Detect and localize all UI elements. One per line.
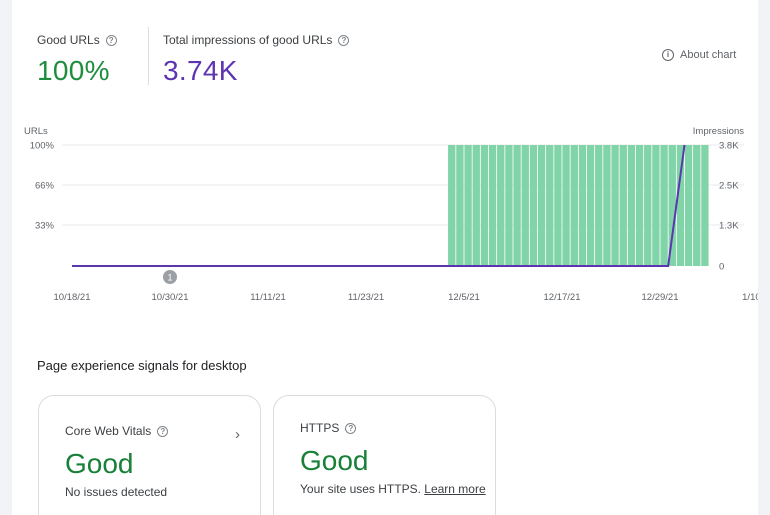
impressions-line [72, 144, 686, 267]
help-icon[interactable]: ? [105, 34, 117, 46]
left-tick-label: 100% [30, 141, 55, 152]
core-web-vitals-description: No issues detected [65, 485, 168, 499]
x-tick-label: 10/18/21 [54, 292, 91, 303]
good-urls-bar [521, 145, 529, 266]
good-urls-metric[interactable]: Good URLs ? 100% [37, 33, 117, 87]
good-urls-bar [668, 145, 676, 266]
good-urls-bar [693, 145, 701, 266]
impressions-line-path [72, 144, 686, 267]
good-urls-bar [652, 145, 660, 266]
good-urls-bar [635, 145, 644, 266]
annotation-label: 1 [167, 273, 172, 283]
good-urls-bar [660, 145, 668, 266]
https-description: Your site uses HTTPS. [300, 482, 421, 496]
annotation[interactable]: 1 [163, 270, 177, 284]
right-tick-label: 0 [719, 262, 724, 273]
x-tick-label: 10/30/21 [152, 292, 189, 303]
good-urls-bar [578, 145, 587, 266]
good-urls-bar [464, 145, 472, 266]
learn-more-link[interactable]: Learn more [424, 482, 486, 496]
good-urls-bar [472, 145, 480, 266]
impressions-value: 3.74K [163, 55, 238, 86]
https-title: HTTPS [300, 421, 340, 435]
urls-chart: URLs Impressions 100% 66% 33% 3.8K 2.5K 1.3K 0… [24, 126, 758, 303]
good-urls-bar [595, 145, 603, 266]
good-urls-bar [546, 145, 554, 266]
x-axis: 10/18/21 10/30/21 11/11/21 11/23/21 12/5/21 1… [54, 292, 758, 303]
good-urls-bar [497, 145, 505, 266]
good-urls-bar [603, 145, 611, 266]
right-tick-label: 3.8K [719, 141, 739, 152]
good-urls-bar [684, 145, 693, 266]
about-chart-label: About chart [680, 49, 737, 61]
left-tick-label: 66% [35, 181, 55, 192]
metric-divider [148, 27, 149, 85]
left-axis-label: URLs [24, 126, 48, 137]
x-tick-label: 11/23/21 [348, 292, 384, 303]
x-tick-label: 1/10/22 [742, 292, 758, 303]
core-web-vitals-card[interactable]: Core Web Vitals ? › Good No issues detec… [38, 395, 261, 515]
about-chart-link[interactable]: i About chart [662, 49, 736, 61]
help-icon[interactable]: ? [157, 425, 169, 437]
right-tick-label: 2.5K [719, 181, 739, 192]
chevron-right-icon[interactable]: › [235, 426, 240, 443]
good-urls-bar [554, 145, 562, 266]
good-urls-value: 100% [37, 55, 110, 86]
https-status: Good [300, 445, 369, 476]
core-web-vitals-title: Core Web Vitals [65, 424, 152, 438]
good-urls-bars [448, 145, 709, 266]
left-tick-label: 33% [35, 221, 55, 232]
good-urls-bar [529, 145, 538, 266]
good-urls-bar [513, 145, 521, 266]
help-icon[interactable]: ? [345, 422, 357, 434]
good-urls-bar [488, 145, 497, 266]
good-urls-bar [562, 145, 570, 266]
https-card[interactable]: HTTPS ? Good Your site uses HTTPS. Learn… [273, 395, 496, 515]
good-urls-bar [586, 145, 595, 266]
good-urls-bar [448, 145, 456, 266]
good-urls-bar [701, 145, 709, 266]
good-urls-label: Good URLs [37, 33, 100, 47]
good-urls-bar [611, 145, 619, 266]
x-tick-label: 12/5/21 [448, 292, 480, 303]
impressions-metric[interactable]: Total impressions of good URLs ? 3.74K [163, 33, 350, 87]
info-icon: i [662, 49, 674, 61]
good-urls-bar [537, 145, 546, 266]
good-urls-bar [480, 145, 489, 266]
good-urls-bar [619, 145, 627, 266]
section-title: Page experience signals for desktop [37, 358, 247, 373]
impressions-label: Total impressions of good URLs [163, 33, 333, 47]
help-icon[interactable]: ? [338, 34, 350, 46]
x-tick-label: 12/17/21 [544, 292, 581, 303]
good-urls-bar [627, 145, 636, 266]
x-tick-label: 11/11/21 [250, 292, 286, 303]
core-web-vitals-status: Good [65, 448, 134, 479]
x-tick-label: 12/29/21 [642, 292, 679, 303]
good-urls-bar [676, 145, 685, 266]
right-axis-label: Impressions [693, 126, 744, 137]
good-urls-bar [456, 145, 464, 266]
good-urls-bar [644, 145, 652, 266]
right-tick-label: 1.3K [719, 221, 739, 232]
good-urls-bar [570, 145, 578, 266]
good-urls-bar [505, 145, 513, 266]
annotation-marker [163, 270, 177, 284]
report-card: Good URLs ? 100% Total impressions of go… [12, 0, 758, 515]
